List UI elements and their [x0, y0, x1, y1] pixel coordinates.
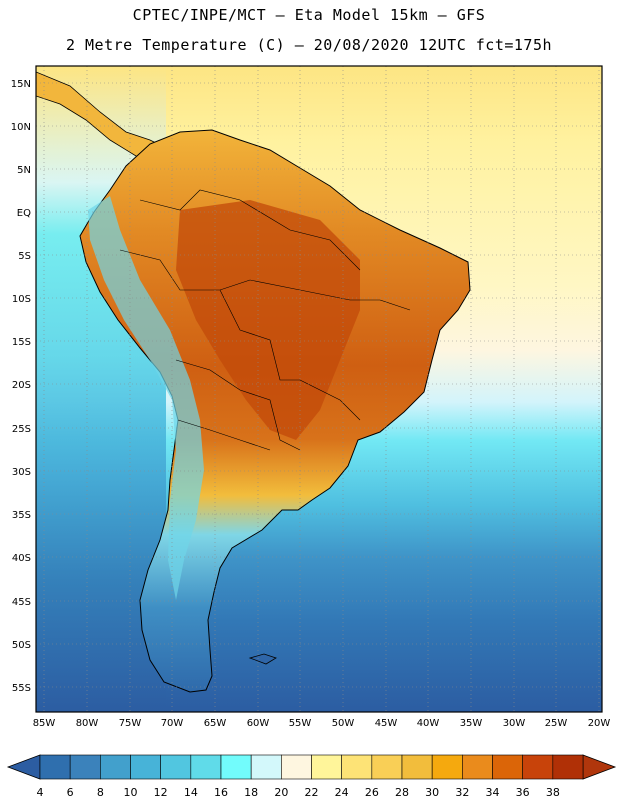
colorbar-label: 6 — [67, 786, 74, 799]
lon-label: 45W — [375, 718, 398, 729]
country-borders — [119, 189, 411, 451]
colorbar-label: 24 — [335, 786, 349, 799]
colorbar-swatch — [220, 754, 252, 780]
map-title-line1: CPTEC/INPE/MCT – Eta Model 15km – GFS — [132, 6, 486, 24]
colorbar-swatch — [130, 754, 161, 780]
lon-label: 55W — [289, 718, 312, 729]
temperature-colorbar: 4 6 8 10 12 14 16 18 20 22 24 26 28 30 32 34 36 38 — [6, 754, 617, 799]
lat-label: 20S — [12, 380, 31, 391]
colorbar-swatch — [100, 754, 131, 780]
colorbar-swatch — [431, 754, 463, 780]
colorbar-swatch — [160, 754, 192, 780]
lat-label: 5S — [18, 251, 31, 262]
lat-label: 10N — [11, 122, 31, 133]
colorbar-swatch — [190, 754, 222, 780]
colorbar-swatch — [281, 754, 312, 780]
colorbar-label: 26 — [365, 786, 379, 799]
lon-label: 30W — [503, 718, 526, 729]
lat-label: 50S — [12, 640, 31, 651]
colorbar-label: 4 — [37, 786, 44, 799]
lon-axis: 85W 80W 75W 70W 65W 60W 55W 50W 45W 40W … — [33, 718, 611, 729]
lon-label: 50W — [332, 718, 355, 729]
lon-label: 60W — [247, 718, 270, 729]
colorbar-label: 34 — [486, 786, 500, 799]
lon-label: 80W — [76, 718, 99, 729]
lat-label: 10S — [12, 294, 31, 305]
colorbar-swatch — [492, 754, 523, 780]
lon-label: 40W — [417, 718, 440, 729]
colorbar-swatch — [39, 754, 71, 780]
lat-label: 35S — [12, 510, 31, 521]
colorbar-label: 36 — [516, 786, 530, 799]
colorbar-label: 14 — [184, 786, 198, 799]
colorbar-label: 32 — [455, 786, 469, 799]
lon-label: 25W — [545, 718, 568, 729]
colorbar-low-end — [6, 754, 41, 780]
lat-label: 40S — [12, 553, 31, 564]
colorbar-label: 18 — [244, 786, 258, 799]
lon-label: 35W — [460, 718, 483, 729]
lon-label: 65W — [204, 718, 227, 729]
lon-label: 20W — [588, 718, 611, 729]
colorbar-swatch — [371, 754, 403, 780]
colorbar-label: 8 — [97, 786, 104, 799]
colorbar-swatch — [311, 754, 342, 780]
hot-core-region — [176, 200, 360, 440]
lon-label: 85W — [33, 718, 56, 729]
lat-label: 45S — [12, 597, 31, 608]
colorbar-swatch — [69, 754, 101, 780]
lat-label: 30S — [12, 467, 31, 478]
colorbar-swatch — [250, 754, 282, 780]
map-frame — [35, 65, 603, 713]
lat-label: 5N — [17, 165, 31, 176]
falkland-islands — [248, 653, 277, 665]
colorbar-label: 22 — [305, 786, 319, 799]
colorbar-label: 20 — [274, 786, 288, 799]
colorbar-swatch — [552, 754, 584, 780]
colorbar-swatch — [462, 754, 493, 780]
lat-axis: 15N 10N 5N EQ 5S 10S 15S 20S 25S 30S 35S… — [11, 79, 31, 694]
lat-label: 55S — [12, 683, 31, 694]
colorbar-swatch — [522, 754, 554, 780]
colorbar-swatch — [401, 754, 433, 780]
colorbar-label: 30 — [425, 786, 439, 799]
lat-label: 25S — [12, 424, 31, 435]
lat-label: 15N — [11, 79, 31, 90]
map-title-line2: 2 Metre Temperature (C) – 20/08/2020 12U… — [65, 36, 553, 54]
colorbar-label: 16 — [214, 786, 228, 799]
colorbar-label: 10 — [124, 786, 138, 799]
colorbar-label: 28 — [395, 786, 409, 799]
colorbar-label: 38 — [546, 786, 560, 799]
map-area — [36, 66, 602, 712]
colorbar-swatch — [341, 754, 373, 780]
colorbar-high-end — [582, 754, 617, 780]
lon-label: 70W — [161, 718, 184, 729]
lat-label: EQ — [17, 208, 31, 219]
colorbar-label: 12 — [154, 786, 168, 799]
andes-cool-strip — [88, 196, 204, 600]
lon-label: 75W — [119, 718, 142, 729]
lat-label: 15S — [12, 337, 31, 348]
